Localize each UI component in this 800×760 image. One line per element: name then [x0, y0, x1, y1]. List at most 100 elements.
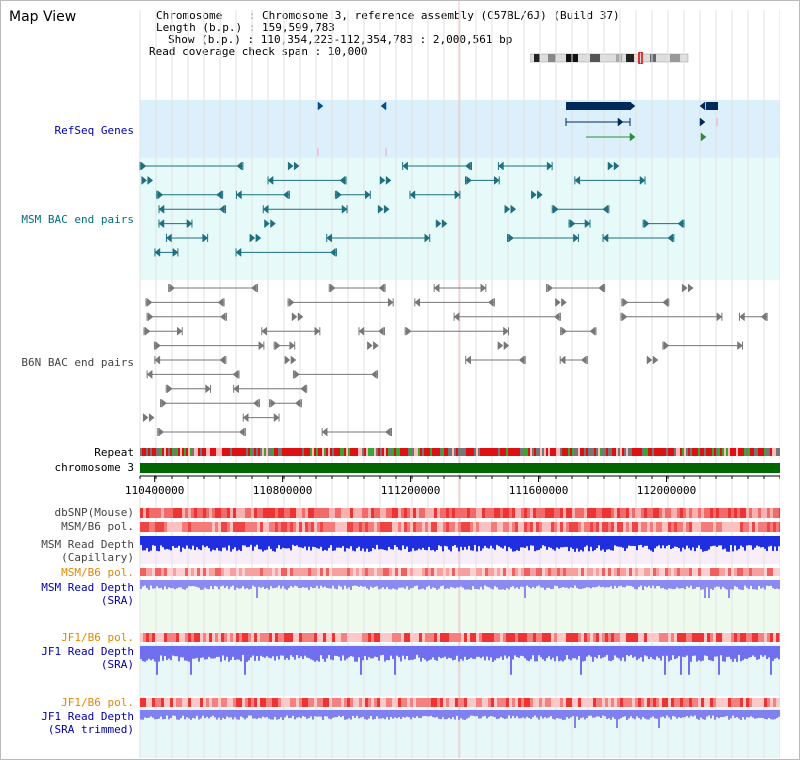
- msm-pol-cell: [158, 522, 161, 532]
- page-title: Map View: [9, 9, 77, 25]
- refseq-label[interactable]: RefSeq Genes: [54, 124, 134, 137]
- dbsnp-cell: [644, 508, 647, 518]
- dbsnp-cell: [740, 508, 743, 518]
- msm-depth-sra-bar: [670, 580, 672, 589]
- msm-pol-cell: [344, 522, 347, 532]
- dbsnp-cell: [476, 508, 479, 518]
- repeat-segment: [314, 448, 316, 456]
- jf1-pol2-label[interactable]: JF1/B6 pol.: [61, 696, 134, 709]
- repeat-segment: [554, 448, 556, 456]
- jf1-pol2-cell: [566, 698, 569, 707]
- jf1-depth-sra-bar: [162, 646, 164, 661]
- b6n-bac-pair-end: [663, 341, 670, 351]
- msm-pol2-cell: [644, 568, 647, 576]
- chromosome-label[interactable]: chromosome 3: [54, 461, 134, 474]
- msm-depth-sra-bar: [532, 580, 534, 587]
- msm-depth-cap-bar: [496, 536, 498, 545]
- msm-bac-pair-end: [643, 219, 650, 229]
- jf1-pol-cell: [368, 633, 371, 642]
- dbsnp-cell: [680, 508, 683, 518]
- msm-pol2-cell: [713, 568, 716, 576]
- msm-depth-cap-label[interactable]: MSM Read Depth (Capillary): [41, 538, 134, 564]
- jf1-depth-trim-bar: [568, 710, 570, 719]
- msm-pol2-label[interactable]: MSM/B6 pol.: [61, 566, 134, 579]
- jf1-depth-trim-bar: [628, 710, 630, 719]
- dbsnp-cell: [341, 508, 344, 518]
- repeat-segment: [408, 448, 410, 456]
- msm-pol2-cell: [536, 568, 539, 576]
- msm-pol2-cell: [650, 568, 653, 576]
- jf1-pol-cell: [341, 633, 344, 642]
- b6n-bac-label[interactable]: B6N BAC end pairs: [21, 356, 134, 369]
- msm-pol2-cell: [692, 568, 695, 576]
- msm-pol2-cell: [596, 568, 599, 576]
- repeat-segment: [502, 448, 504, 456]
- jf1-depth-trim-bar: [166, 710, 168, 716]
- jf1-depth-sra-bar: [164, 646, 166, 657]
- jf1-depth-trim-label[interactable]: JF1 Read Depth (SRA trimmed): [41, 710, 134, 736]
- jf1-pol2-cell: [242, 698, 245, 707]
- msm-pol-cell: [269, 522, 272, 532]
- jf1-depth-trim-bar: [730, 710, 732, 719]
- msm-pol-cell: [272, 522, 275, 532]
- jf1-pol2-cell: [680, 698, 683, 707]
- msm-depth-cap-bar: [642, 536, 644, 548]
- chromosome-ideogram[interactable]: [530, 52, 690, 64]
- jf1-pol-label[interactable]: JF1/B6 pol.: [61, 631, 134, 644]
- msm-depth-cap-bar: [296, 536, 298, 546]
- jf1-depth-sra-bar: [536, 646, 538, 662]
- b6n-bac-pair-end: [144, 326, 151, 336]
- msm-pol-label[interactable]: MSM/B6 pol.: [61, 520, 134, 533]
- jf1-depth-sra-bar: [328, 646, 330, 655]
- jf1-pol2-cell: [422, 698, 425, 707]
- msm-bac-pair-end: [141, 175, 148, 185]
- msm-depth-cap-bar: [692, 536, 694, 548]
- jf1-depth-sra-label[interactable]: JF1 Read Depth (SRA): [41, 645, 134, 671]
- repeat-segment: [420, 448, 422, 456]
- msm-pol2-cell: [530, 568, 533, 576]
- jf1-depth-sra-bar: [402, 646, 404, 656]
- repeat-label[interactable]: Repeat: [94, 446, 134, 459]
- jf1-depth-sra-bar: [632, 646, 634, 658]
- repeat-segment: [264, 448, 266, 456]
- msm-depth-sra-label[interactable]: MSM Read Depth (SRA): [41, 581, 134, 607]
- msm-depth-cap-bar: [242, 536, 244, 546]
- msm-pol2-cell: [524, 568, 527, 576]
- msm-depth-cap-bar: [162, 536, 164, 548]
- jf1-pol-cell: [401, 633, 404, 642]
- msm-depth-cap-bar: [272, 536, 274, 552]
- msm-depth-sra-bar: [334, 580, 336, 589]
- jf1-pol2-cell: [647, 698, 650, 707]
- msm-depth-sra-bar: [294, 580, 296, 586]
- b6n-bac-pair-end: [289, 341, 296, 351]
- jf1-depth-sra-bar: [236, 646, 238, 660]
- jf1-depth-trim-bar: [174, 710, 176, 716]
- axis-tick-label: 110800000: [253, 484, 313, 497]
- msm-pol2-cell: [341, 568, 344, 576]
- dbsnp-cell: [191, 508, 194, 518]
- msm-pol2-cell: [527, 568, 530, 576]
- jf1-depth-sra-bar: [376, 646, 378, 658]
- jf1-depth-trim-bar: [198, 710, 200, 720]
- msm-bac-label[interactable]: MSM BAC end pairs: [21, 213, 134, 226]
- repeat-segment: [742, 448, 744, 456]
- jf1-depth-sra-bar: [196, 646, 198, 658]
- dbsnp-label[interactable]: dbSNP(Mouse): [54, 506, 134, 519]
- msm-pol-cell: [233, 522, 236, 532]
- dbsnp-cell: [290, 508, 293, 518]
- jf1-depth-trim-bar: [678, 710, 680, 718]
- axis-tick-label: 112000000: [637, 484, 697, 497]
- dbsnp-cell: [776, 508, 779, 518]
- jf1-depth-trim-bar: [310, 710, 312, 717]
- msm-pol2-cell: [335, 568, 338, 576]
- b6n-bac-pair-end: [217, 297, 224, 307]
- msm-depth-cap-bar: [208, 536, 210, 549]
- jf1-pol2-cell: [650, 698, 653, 707]
- msm-pol-cell: [674, 522, 677, 532]
- repeat-segment: [520, 448, 522, 456]
- jf1-pol2-cell: [197, 698, 200, 707]
- jf1-depth-sra-bar: [404, 646, 406, 660]
- repeat-segment: [340, 448, 342, 456]
- jf1-depth-trim-bar: [604, 710, 606, 717]
